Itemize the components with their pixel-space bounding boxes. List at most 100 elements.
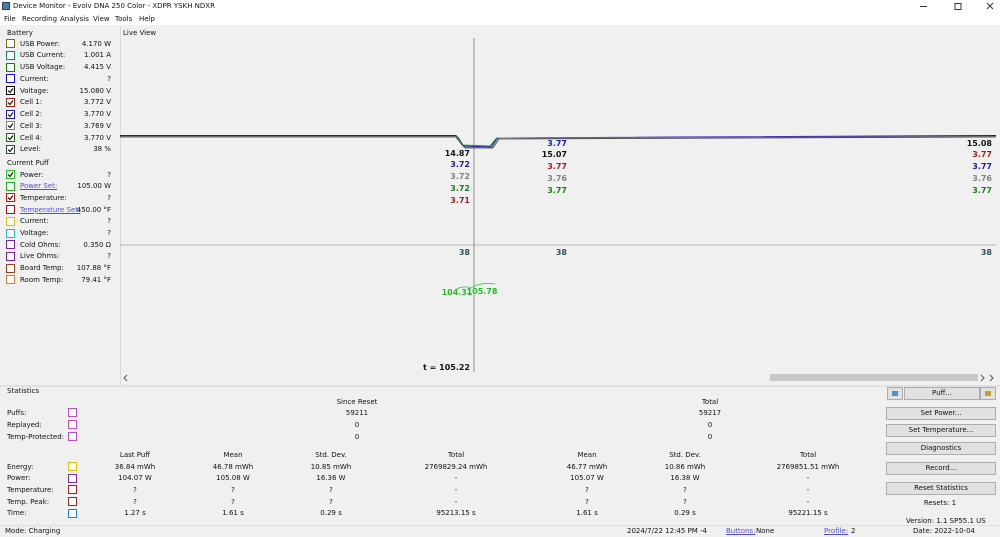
row-value: 4.415 V	[83, 63, 111, 71]
checkbox[interactable]	[6, 240, 15, 250]
checkbox[interactable]	[6, 121, 15, 131]
cell: ?	[133, 497, 137, 506]
cell: 105.08 W	[216, 474, 250, 483]
checkbox[interactable]	[6, 50, 15, 60]
row-label: Current:	[20, 217, 49, 226]
button[interactable]: Set Temperature...	[886, 424, 996, 437]
checkbox[interactable]	[6, 205, 15, 215]
menu-item[interactable]: Recording	[22, 14, 58, 23]
menu-item[interactable]: Analysis	[60, 14, 89, 23]
checkbox[interactable]	[68, 485, 77, 495]
cell: ?	[683, 497, 687, 506]
row-value: 38 %	[93, 145, 111, 154]
puff-button[interactable]: Puff...	[904, 387, 980, 400]
row-value: 3.769 V	[83, 121, 111, 130]
status-link[interactable]: Profile:	[824, 526, 849, 535]
menu-item[interactable]: File	[4, 14, 16, 23]
status-link[interactable]: Buttons:	[726, 526, 756, 535]
cell: 1.61 s	[576, 509, 598, 518]
row-label: Cold Ohms:	[20, 240, 61, 249]
row-label: Board Temp:	[20, 264, 64, 273]
checkbox[interactable]	[6, 216, 15, 226]
cell: 16.38 W	[670, 474, 700, 483]
live-value: 3.77	[547, 185, 567, 195]
checkbox[interactable]	[68, 497, 77, 507]
checkbox[interactable]	[6, 275, 15, 285]
check-mark	[7, 123, 14, 129]
cell: -	[454, 474, 458, 483]
live-value: 3.77	[972, 185, 992, 195]
checkbox[interactable]	[6, 170, 15, 179]
live-value: 15.07	[541, 150, 567, 160]
checkbox[interactable]	[68, 508, 77, 518]
row-value: 105.00 W	[77, 182, 111, 191]
cell: 2769851.51 mWh	[776, 462, 840, 471]
row-value: 15.080 V	[79, 86, 111, 95]
checkbox[interactable]	[6, 228, 15, 238]
row-value: ?	[107, 74, 111, 83]
row-label: Cell 1:	[20, 98, 43, 107]
button[interactable]: Reset Statistics	[886, 482, 996, 495]
checkbox[interactable]	[68, 420, 77, 429]
cell: 0.29 s	[674, 509, 696, 518]
cell: ?	[231, 497, 235, 506]
cell: 46.77 mWh	[566, 462, 608, 471]
cell: 104.07 W	[118, 474, 152, 483]
menu-item[interactable]: Tools	[115, 14, 133, 23]
checkbox[interactable]	[6, 144, 15, 154]
checkbox[interactable]	[6, 97, 15, 107]
menu-item[interactable]: View	[93, 14, 110, 23]
checkbox[interactable]	[6, 181, 15, 191]
checkbox[interactable]	[68, 408, 77, 417]
cell: ?	[133, 485, 137, 494]
cell: ?	[683, 485, 687, 494]
row-link[interactable]: Power Set:	[20, 182, 58, 191]
checkbox[interactable]	[6, 109, 15, 119]
checkbox[interactable]	[6, 74, 15, 84]
cell: 0	[354, 420, 360, 429]
row-value: 1.001 A	[83, 51, 111, 60]
row-link[interactable]: Temperature Set:	[20, 205, 81, 214]
status-mode: Mode: Charging	[5, 526, 61, 535]
row-value: 3.772 V	[83, 98, 111, 107]
row-label: Voltage:	[20, 229, 49, 237]
column-header: Total	[447, 450, 465, 459]
check-mark	[7, 111, 14, 117]
checkbox[interactable]	[6, 39, 15, 48]
checkbox[interactable]	[6, 193, 15, 203]
checkbox[interactable]	[6, 133, 15, 142]
button[interactable]: Record...	[886, 462, 996, 475]
live-value: 3.77	[972, 162, 992, 172]
checkbox[interactable]	[6, 62, 15, 72]
row-label: Voltage:	[20, 86, 49, 95]
checkbox[interactable]	[68, 473, 77, 483]
section-title: Statistics	[7, 386, 39, 395]
cell: -	[454, 485, 458, 494]
checkbox[interactable]	[6, 86, 15, 95]
checkbox[interactable]	[68, 432, 77, 441]
row-label: Cell 3:	[20, 121, 43, 130]
replay-button[interactable]	[887, 387, 903, 400]
window-controls[interactable]	[910, 0, 1000, 13]
cell: 2769829.24 mWh	[424, 462, 488, 471]
row-label: USB Current:	[20, 51, 66, 60]
check-mark	[7, 135, 14, 141]
checkbox[interactable]	[6, 263, 15, 273]
button[interactable]: Set Power...	[886, 407, 996, 420]
checkbox[interactable]	[6, 251, 15, 261]
menu-item[interactable]: Help	[139, 14, 155, 23]
check-mark	[7, 195, 14, 201]
cell: 10.85 mWh	[310, 462, 352, 471]
column-header: Mean	[577, 450, 597, 459]
checkbox[interactable]	[68, 462, 77, 471]
button[interactable]: Diagnostics	[886, 442, 996, 455]
section-title: Current Puff	[7, 158, 49, 167]
app-icon	[2, 2, 10, 10]
menu-bar	[0, 13, 1000, 25]
row-label: Puffs:	[7, 408, 27, 417]
lock-button[interactable]	[980, 387, 996, 400]
section-title: Battery	[7, 28, 33, 37]
cell: -	[806, 497, 810, 506]
row-value: 79.41 °F	[81, 275, 111, 284]
